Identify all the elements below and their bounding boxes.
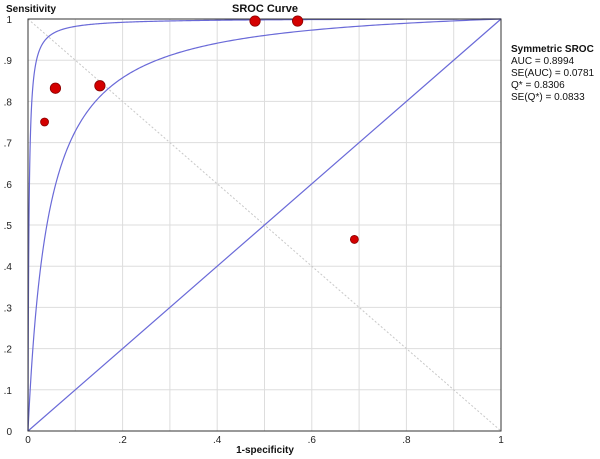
plot-frame [27,18,502,432]
y-tick-label: .5 [4,221,13,232]
data-point [40,117,49,127]
y-tick-label: 1 [6,15,12,26]
y-tick-label: .9 [4,56,13,67]
data-point [94,80,106,92]
legend-auc: AUC = 0.8994 [511,56,575,67]
chart-title: SROC Curve [232,3,298,15]
sroc-curve [27,18,502,432]
y-tick-label: .2 [4,345,13,356]
legend-se-auc: SE(AUC) = 0.0781 [511,68,595,79]
grid-lines [28,19,501,431]
x-tick-label: 1 [498,435,504,446]
x-tick-label: 0 [25,435,31,446]
y-tick-label: .4 [4,262,13,273]
legend-se-q-star: SE(Q*) = 0.0833 [511,92,585,103]
x-tick-label: .2 [118,435,127,446]
y-axis-title: Sensitivity [6,4,56,15]
legend-title: Symmetric SROC [511,44,594,55]
data-points [40,15,359,244]
y-tick-label: .6 [4,180,13,191]
x-tick-labels: 0 .2 .4 .6 .8 1 [25,435,504,446]
x-tick-label: .4 [213,435,222,446]
data-point [292,15,304,27]
y-tick-label: .3 [4,303,13,314]
y-tick-label: .1 [4,386,13,397]
chance-diagonal-line [27,18,502,432]
legend-q-star: Q* = 0.8306 [511,80,565,91]
sroc-statistics-legend: Symmetric SROC AUC = 0.8994 SE(AUC) = 0.… [511,44,594,104]
data-point [49,82,62,94]
x-axis-title: 1-specificity [236,445,294,456]
y-tick-labels: 0 .1 .2 .3 .4 .5 .6 .7 .8 .9 1 [4,15,13,438]
data-point [349,235,359,244]
x-tick-label: .8 [402,435,411,446]
y-tick-label: .8 [4,97,13,108]
data-point [249,15,261,27]
y-tick-label: .7 [4,139,13,150]
x-tick-label: .6 [308,435,317,446]
y-tick-label: 0 [6,427,12,438]
